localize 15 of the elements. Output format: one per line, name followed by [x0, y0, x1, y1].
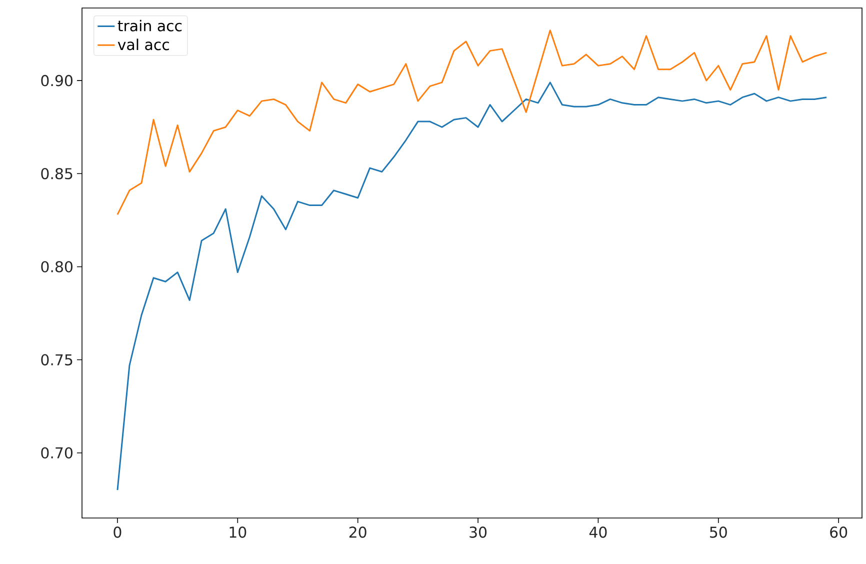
y-tick-label: 0.70 [41, 447, 72, 459]
x-tick-label: 40 [589, 526, 607, 538]
x-tick-label: 10 [230, 526, 246, 538]
x-tick-label: 60 [830, 526, 848, 538]
y-tick-label: 0.90 [41, 74, 72, 86]
x-tick-label: 20 [349, 526, 366, 538]
x-tick-label: 30 [470, 526, 487, 538]
y-tick-label: 0.75 [41, 354, 72, 366]
y-tick-label: 0.85 [41, 168, 72, 180]
x-tick-label: 50 [710, 526, 727, 538]
line-series [116, 82, 828, 491]
x-tick-label: 0 [114, 526, 122, 538]
legend-label: train acc [118, 20, 182, 32]
y-tick-label: 0.80 [41, 261, 72, 272]
legend-label: val acc [118, 38, 169, 50]
